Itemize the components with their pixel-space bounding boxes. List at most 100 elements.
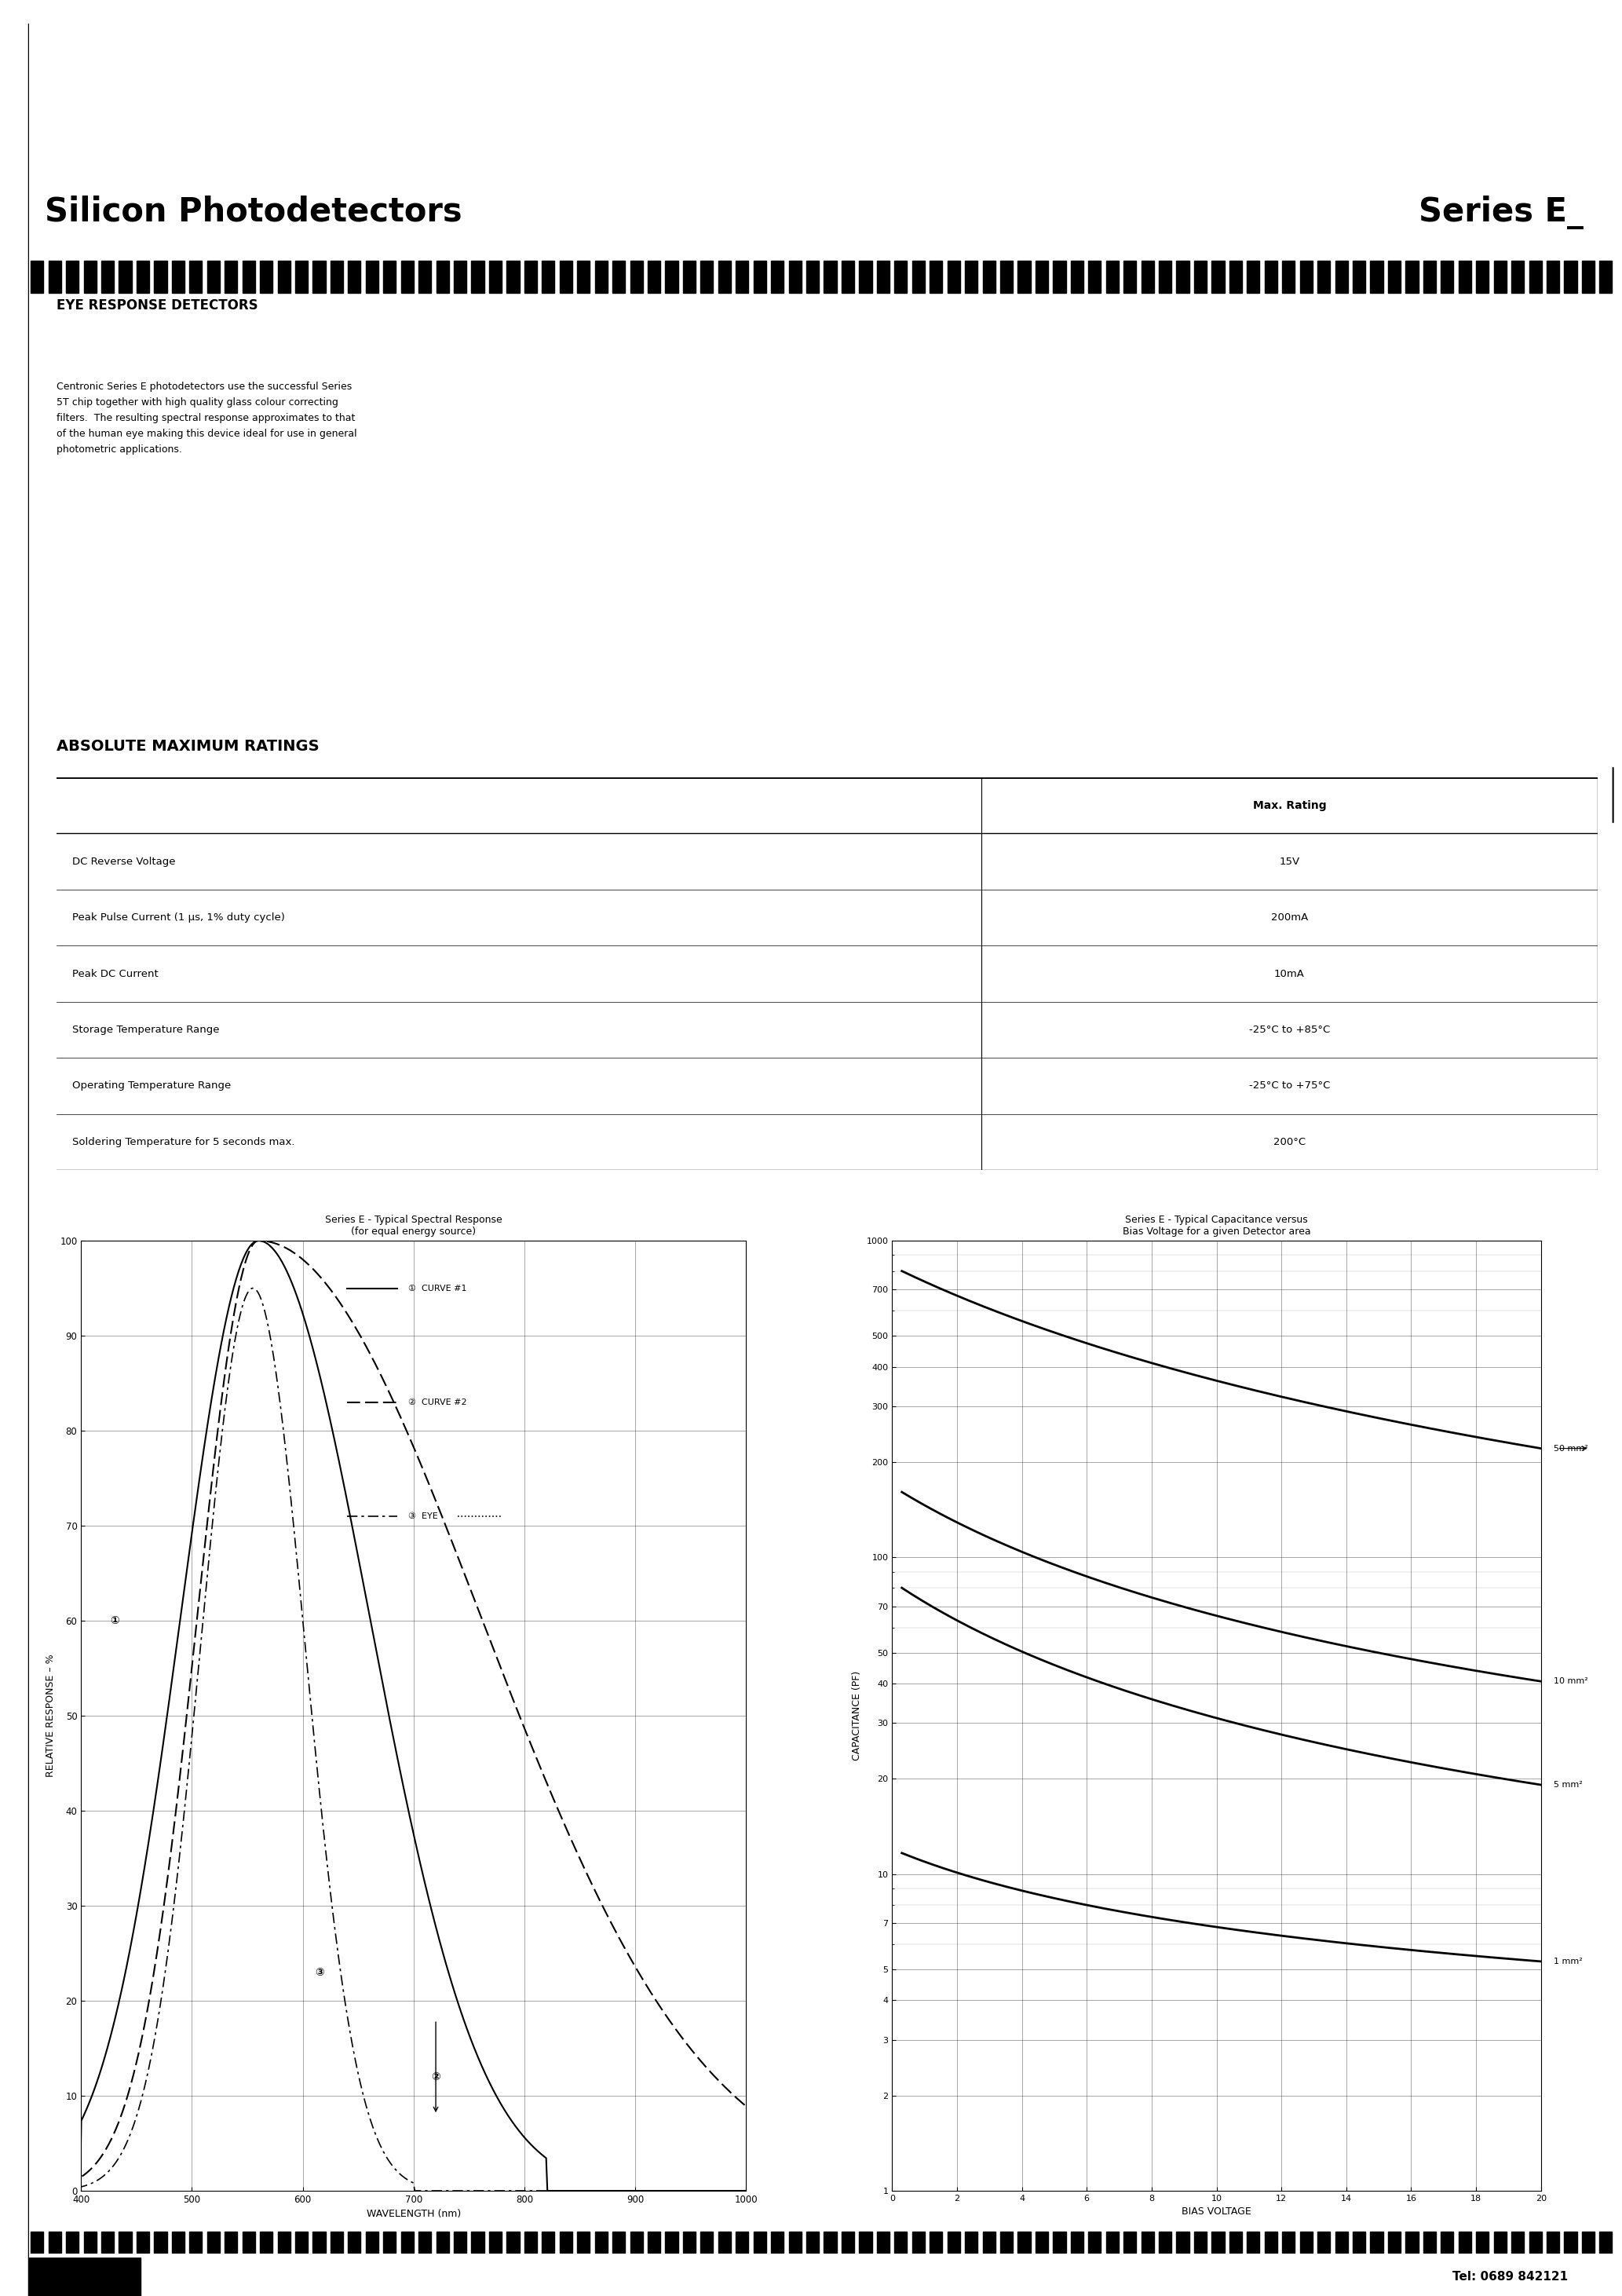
Bar	[190, 2232, 203, 2252]
Bar	[788, 262, 801, 292]
Bar	[1194, 2232, 1207, 2252]
Bar	[647, 2232, 660, 2252]
Bar	[1581, 262, 1594, 292]
Bar	[1019, 2232, 1030, 2252]
Text: Peak DC Current: Peak DC Current	[73, 969, 159, 978]
Bar	[436, 2232, 449, 2252]
Bar	[401, 2232, 414, 2252]
Text: ABSOLUTE MAXIMUM RATINGS: ABSOLUTE MAXIMUM RATINGS	[57, 739, 320, 753]
Bar	[401, 262, 414, 292]
Bar	[29, 2257, 139, 2296]
Bar	[313, 2232, 326, 2252]
Text: 50 mm²: 50 mm²	[1554, 1444, 1588, 1453]
Text: ②: ②	[431, 2071, 441, 2082]
Text: 1 mm²: 1 mm²	[1554, 1958, 1583, 1965]
Text: -25°C to +75°C: -25°C to +75°C	[1249, 1081, 1330, 1091]
Bar	[1335, 262, 1348, 292]
Bar	[1388, 2232, 1401, 2252]
Bar	[965, 2232, 978, 2252]
Bar	[1599, 262, 1612, 292]
Bar	[929, 2232, 942, 2252]
Bar	[878, 2232, 889, 2252]
Bar	[1088, 2232, 1101, 2252]
Bar	[754, 2232, 766, 2252]
Bar	[1247, 2232, 1260, 2252]
Bar	[67, 2232, 79, 2252]
Bar	[49, 2232, 62, 2252]
Bar	[1001, 2232, 1012, 2252]
Bar	[1106, 262, 1119, 292]
Bar	[454, 2232, 467, 2252]
Bar	[1564, 262, 1577, 292]
Bar	[613, 262, 624, 292]
Bar	[1581, 2232, 1594, 2252]
Bar	[1019, 262, 1030, 292]
Bar	[1530, 2232, 1541, 2252]
Bar	[472, 2232, 483, 2252]
Bar	[983, 262, 996, 292]
Bar	[929, 262, 942, 292]
Bar	[154, 2232, 167, 2252]
Bar	[894, 262, 907, 292]
Bar	[665, 262, 678, 292]
Bar	[701, 2232, 714, 2252]
Bar	[860, 2232, 873, 2252]
Bar	[719, 262, 732, 292]
Bar	[331, 2232, 344, 2252]
Bar	[454, 262, 467, 292]
Text: Soldering Temperature for 5 seconds max.: Soldering Temperature for 5 seconds max.	[73, 1137, 295, 1148]
Bar	[947, 262, 960, 292]
Bar	[806, 2232, 819, 2252]
Bar	[506, 2232, 519, 2252]
Bar	[49, 262, 62, 292]
Bar	[577, 262, 590, 292]
Bar	[947, 2232, 960, 2252]
Bar	[1035, 2232, 1048, 2252]
Bar	[506, 262, 519, 292]
Text: Silicon Photodetectors: Silicon Photodetectors	[45, 195, 462, 230]
Bar	[1458, 262, 1471, 292]
Bar	[788, 2232, 801, 2252]
Bar	[1071, 2232, 1083, 2252]
Bar	[490, 2232, 501, 2252]
Text: 200mA: 200mA	[1272, 912, 1307, 923]
Bar	[349, 262, 360, 292]
Bar	[208, 2232, 219, 2252]
Bar	[118, 2232, 131, 2252]
Bar	[260, 262, 272, 292]
Bar	[313, 262, 326, 292]
Bar	[365, 2232, 378, 2252]
Bar	[878, 262, 889, 292]
Bar	[1422, 262, 1435, 292]
Bar	[172, 262, 185, 292]
Bar	[647, 262, 660, 292]
Bar	[1283, 2232, 1294, 2252]
Bar	[31, 262, 44, 292]
Bar	[1599, 2232, 1612, 2252]
Bar	[67, 262, 79, 292]
Bar	[736, 2232, 748, 2252]
Bar	[842, 2232, 855, 2252]
Text: Operating Temperature Range: Operating Temperature Range	[73, 1081, 230, 1091]
Bar	[418, 2232, 431, 2252]
Text: 15V: 15V	[1280, 856, 1299, 866]
Bar	[277, 262, 290, 292]
Text: ①: ①	[110, 1614, 118, 1626]
Bar	[1547, 262, 1559, 292]
Bar	[754, 262, 766, 292]
Bar	[295, 2232, 308, 2252]
Y-axis label: CAPACITANCE (PF): CAPACITANCE (PF)	[852, 1671, 861, 1761]
Bar	[1317, 2232, 1330, 2252]
Bar	[1547, 2232, 1559, 2252]
Bar	[1406, 262, 1418, 292]
Bar	[472, 262, 483, 292]
Bar	[1440, 2232, 1453, 2252]
Text: Max. Rating: Max. Rating	[1252, 799, 1327, 810]
Bar	[1512, 2232, 1525, 2252]
Bar	[1476, 2232, 1489, 2252]
Bar	[1530, 262, 1541, 292]
Bar	[295, 262, 308, 292]
Bar	[118, 262, 131, 292]
Bar	[1458, 2232, 1471, 2252]
Bar	[242, 2232, 255, 2252]
